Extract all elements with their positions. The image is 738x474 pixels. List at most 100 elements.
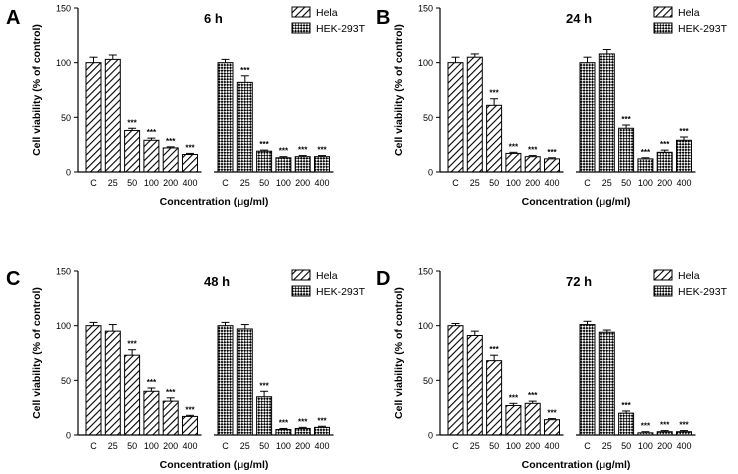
x-tick-label: 200	[525, 178, 540, 188]
bar-hela	[162, 147, 179, 173]
bar-hela	[182, 154, 198, 173]
x-tick-label: 25	[602, 178, 612, 188]
x-tick-label: 200	[163, 178, 178, 188]
significance-label: ***	[240, 66, 250, 75]
significance-label: ***	[317, 416, 327, 425]
legend-swatch	[291, 269, 311, 281]
y-tick-label: 150	[56, 267, 71, 277]
y-tick-label: 100	[56, 321, 71, 331]
bar-hek-293t	[236, 328, 253, 436]
x-tick-label: 50	[621, 178, 631, 188]
chart-title: 24 h	[566, 11, 592, 26]
significance-label: ***	[298, 417, 308, 426]
x-axis-label-unit: g/ml)	[243, 196, 268, 208]
y-tick-label: 100	[418, 58, 433, 68]
y-tick-label: 0	[66, 431, 71, 441]
x-axis-label-unit: g/ml)	[605, 459, 630, 471]
panel-letter: C	[6, 268, 20, 290]
bar-hela	[143, 139, 160, 173]
bar-hek-293t	[598, 331, 615, 436]
significance-label: ***	[298, 146, 308, 155]
x-tick-label: 50	[259, 178, 269, 188]
panel-letter: B	[376, 7, 390, 29]
significance-label: ***	[621, 401, 631, 410]
x-tick-label: 100	[276, 178, 291, 188]
bar-hek-293t	[294, 427, 311, 436]
x-axis-label-unit: g/ml)	[605, 196, 630, 208]
x-tick-label: 100	[638, 178, 653, 188]
bar-hela	[124, 354, 141, 436]
chart-title: 48 h	[204, 274, 230, 289]
x-tick-label: 50	[621, 441, 631, 451]
x-tick-label: 25	[108, 441, 118, 451]
x-tick-label: 100	[276, 441, 291, 451]
y-tick-label: 150	[418, 267, 433, 277]
significance-label: ***	[127, 118, 137, 127]
bar-hek-293t	[256, 150, 273, 173]
bar-hela	[466, 56, 483, 173]
significance-label: ***	[528, 146, 538, 155]
bar-hela	[85, 62, 102, 173]
bar-hek-293t	[656, 151, 673, 173]
y-tick-label: 100	[56, 58, 71, 68]
bar-hek-293t	[618, 127, 635, 173]
bar-hek-293t	[236, 81, 253, 173]
legend-label: Hela	[316, 270, 338, 282]
bar-hela	[104, 330, 121, 436]
x-tick-label: 400	[314, 441, 329, 451]
significance-label: ***	[147, 378, 157, 387]
legend-swatch	[291, 285, 311, 297]
y-tick-label: 50	[423, 113, 433, 123]
significance-label: ***	[185, 405, 195, 414]
x-axis-label: Concentration (μg/ml)	[522, 459, 631, 471]
x-tick-label: C	[90, 178, 97, 188]
x-tick-label: 25	[602, 441, 612, 451]
legend-swatch	[291, 6, 311, 18]
bar-hela	[524, 402, 541, 436]
significance-label: ***	[679, 421, 689, 430]
significance-label: ***	[660, 140, 670, 149]
legend-label: HEK-293T	[316, 23, 366, 35]
panel-d: D 72 h 0 50 100 150 Cell viability (% of contr…	[376, 267, 728, 472]
significance-label: ***	[660, 421, 670, 430]
x-tick-label: 25	[240, 178, 250, 188]
x-tick-label: C	[584, 178, 591, 188]
x-tick-label: 200	[295, 441, 310, 451]
bar-hela	[486, 360, 503, 436]
x-tick-label: 25	[470, 441, 480, 451]
significance-label: ***	[547, 148, 557, 157]
y-axis-label: Cell viability (% of control)	[31, 24, 43, 156]
legend-label: Hela	[316, 7, 338, 19]
bar-hela	[124, 129, 141, 173]
y-tick-label: 100	[418, 321, 433, 331]
x-axis-label: Concentration (μg/ml)	[160, 196, 269, 208]
bar-hela	[182, 415, 198, 436]
bar-hela	[466, 335, 483, 436]
significance-label: ***	[259, 381, 269, 390]
x-tick-label: 400	[314, 178, 329, 188]
legend-swatch	[653, 22, 673, 34]
significance-label: ***	[509, 142, 519, 151]
bar-hek-293t	[275, 157, 292, 173]
legend-label: HEK-293T	[678, 23, 728, 35]
significance-label: ***	[185, 143, 195, 152]
legend-swatch	[653, 269, 673, 281]
bar-hek-293t	[314, 156, 330, 173]
x-tick-label: 400	[544, 178, 559, 188]
bar-hela	[544, 158, 560, 173]
x-tick-label: C	[452, 178, 459, 188]
x-axis-label: Concentration (μg/ml)	[522, 196, 631, 208]
bar-hek-293t	[676, 139, 692, 173]
bar-hek-293t	[294, 156, 311, 173]
x-tick-label: 50	[259, 441, 269, 451]
mu-symbol: μ	[599, 196, 605, 208]
significance-label: ***	[621, 115, 631, 124]
panel-c: C 48 h 0 50 100 150 Cell viability (% of contr…	[6, 267, 366, 472]
x-tick-label: 200	[163, 441, 178, 451]
significance-label: ***	[528, 391, 538, 400]
y-tick-label: 50	[61, 376, 71, 386]
bar-hela	[505, 152, 522, 173]
panel-letter: A	[6, 7, 20, 29]
x-tick-label: 50	[127, 178, 137, 188]
significance-label: ***	[127, 340, 137, 349]
